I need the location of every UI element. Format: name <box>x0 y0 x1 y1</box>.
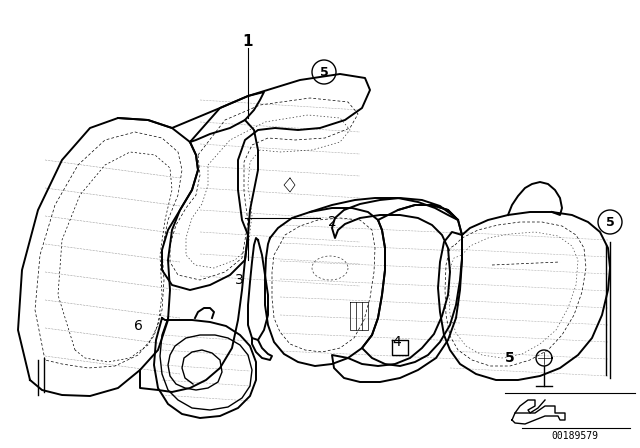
Text: 00189579: 00189579 <box>552 431 598 441</box>
Text: 5: 5 <box>505 351 515 365</box>
Text: 4: 4 <box>392 335 401 349</box>
Text: 2: 2 <box>328 215 337 229</box>
Text: 6: 6 <box>134 319 143 333</box>
Text: 3: 3 <box>235 273 244 287</box>
Text: 1: 1 <box>243 34 253 49</box>
Text: 5: 5 <box>605 215 614 228</box>
Text: 5: 5 <box>319 65 328 78</box>
